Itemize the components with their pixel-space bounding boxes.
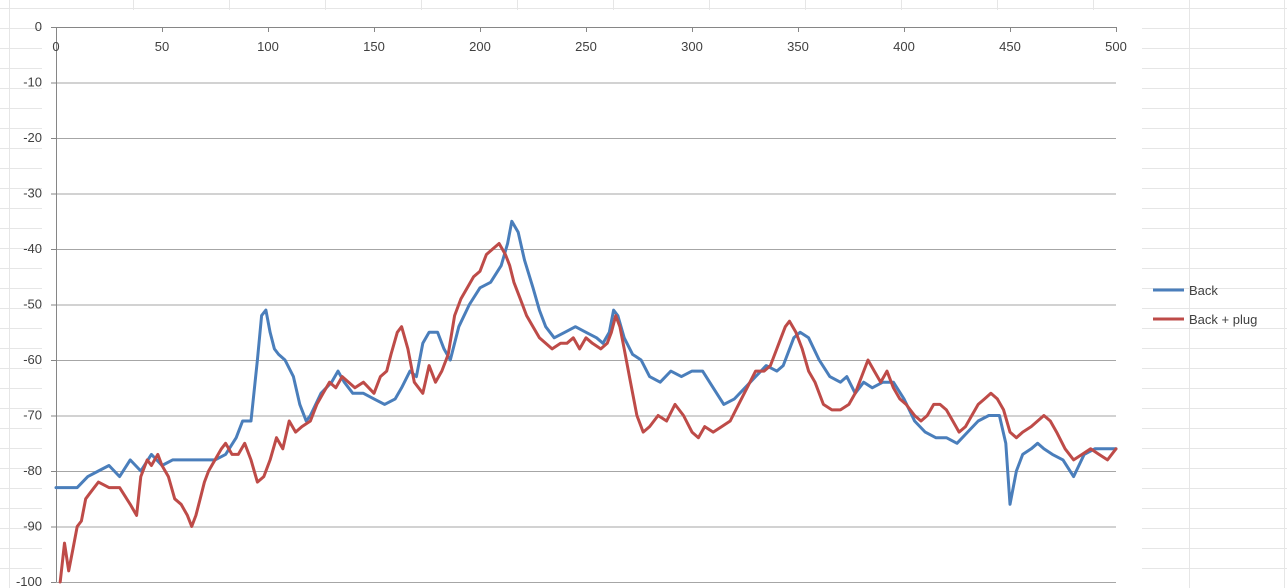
y-tick-label: -70	[23, 408, 42, 423]
y-tick-label: -80	[23, 463, 42, 478]
x-tick-label: 100	[257, 39, 279, 54]
y-tick-labels: 0 -10 -20 -30 -40 -50 -60 -70 -80 -90 -100	[16, 19, 42, 588]
axes	[51, 27, 1117, 583]
x-tick-label: 150	[363, 39, 385, 54]
y-tick-label: -100	[16, 574, 42, 588]
series-line-back-plus-plug	[58, 242, 1118, 584]
x-tick-label: 50	[155, 39, 169, 54]
y-tick-label: -90	[23, 519, 42, 534]
legend: Back Back + plug	[1153, 283, 1257, 327]
x-tick-labels: 0 50 100 150 200 250 300 350 400 450 500	[52, 39, 1126, 54]
y-tick-label: -10	[23, 75, 42, 90]
y-tick-label: 0	[35, 19, 42, 34]
x-tick-label: 0	[52, 39, 59, 54]
y-tick-label: -40	[23, 241, 42, 256]
x-tick-label: 500	[1105, 39, 1127, 54]
y-tick-label: -60	[23, 352, 42, 367]
x-tick-label: 300	[681, 39, 703, 54]
x-tick-label: 350	[787, 39, 809, 54]
chart-area	[42, 10, 1142, 588]
x-tick-label: 450	[999, 39, 1021, 54]
legend-label: Back	[1189, 283, 1218, 298]
x-tick-label: 250	[575, 39, 597, 54]
legend-label: Back + plug	[1189, 312, 1257, 327]
x-tick-label: 400	[893, 39, 915, 54]
series-lines	[54, 219, 1118, 584]
x-tick-label: 200	[469, 39, 491, 54]
horizontal-gridlines	[56, 27, 1116, 583]
series-line-back	[54, 219, 1118, 506]
y-tick-label: -20	[23, 130, 42, 145]
y-tick-label: -30	[23, 186, 42, 201]
y-tick-label: -50	[23, 297, 42, 312]
